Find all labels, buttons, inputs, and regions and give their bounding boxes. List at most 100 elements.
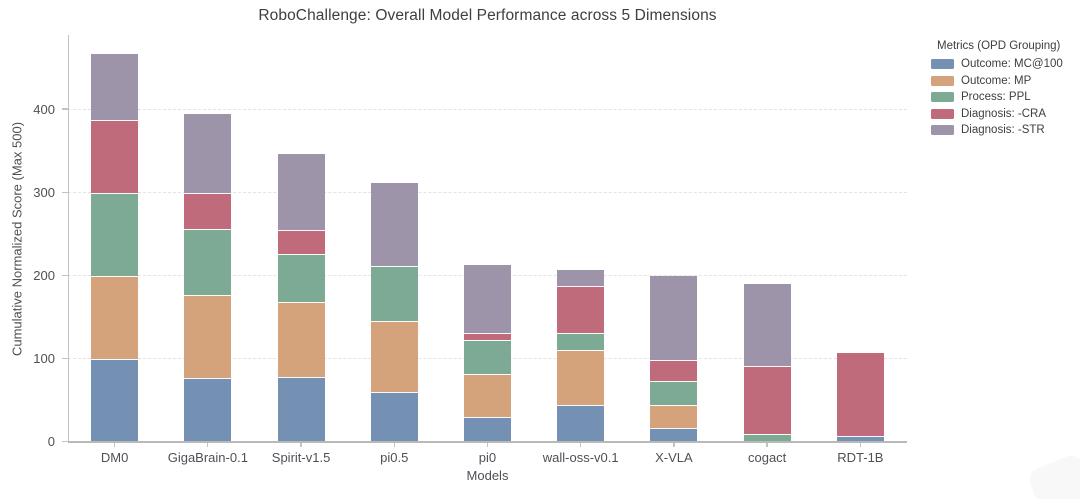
bar-segment	[91, 275, 139, 359]
x-tick-mark	[766, 443, 768, 447]
x-tick-mark	[859, 443, 861, 447]
legend-swatch	[931, 92, 954, 102]
legend-swatch	[931, 125, 954, 135]
x-tick-mark	[580, 443, 582, 447]
bar-segment	[650, 404, 698, 428]
y-tick-mark	[62, 108, 68, 110]
x-tick-mark	[300, 443, 302, 447]
legend-swatch	[931, 59, 954, 69]
x-tick: RDT-1B	[814, 443, 907, 465]
x-tick: pi0	[441, 443, 534, 465]
y-tick-label: 200	[33, 267, 55, 283]
y-axis-ticks: 0 100 200 300 400	[0, 35, 68, 449]
x-tick-mark	[673, 443, 675, 447]
x-tick-mark	[486, 443, 489, 447]
x-tick-mark	[393, 443, 395, 447]
x-tick-label: pi0.5	[380, 450, 409, 465]
bar-RDT-1B	[836, 353, 884, 442]
bar-segment	[184, 295, 232, 379]
bar-segment	[463, 265, 511, 334]
bar-segment	[370, 265, 418, 321]
x-axis-line	[68, 441, 907, 443]
bar-cogact	[743, 284, 791, 442]
bar-slot	[441, 265, 534, 442]
bar-segment	[557, 349, 605, 405]
bar-wall-oss-v0.1	[557, 270, 605, 442]
bar-segment	[650, 380, 698, 405]
legend-item: Diagnosis: -STR	[931, 124, 1063, 136]
legend-label: Process: PPL	[961, 91, 1031, 103]
x-tick-label: Spirit-v1.5	[271, 450, 331, 465]
y-tick-label: 100	[33, 350, 55, 366]
bar-segment	[650, 427, 698, 442]
bar-segment	[836, 353, 884, 437]
x-tick-label: DM0	[100, 450, 129, 465]
bar-segment	[91, 119, 139, 193]
x-tick: Spirit-v1.5	[254, 443, 347, 465]
bar-segment	[277, 377, 325, 442]
legend-item: Diagnosis: -CRA	[931, 108, 1063, 120]
legend-label: Outcome: MP	[961, 74, 1032, 87]
x-tick-label: GigaBrain-0.1	[167, 450, 248, 465]
bar-segment	[650, 275, 698, 360]
bar-X-VLA	[650, 275, 698, 442]
bar-segment	[557, 270, 605, 286]
y-tick-mark	[62, 440, 68, 442]
y-tick-label: 300	[33, 184, 55, 200]
legend-label: Diagnosis: -CRA	[961, 107, 1046, 120]
bar-segment	[557, 333, 605, 350]
bar-Spirit-v1.5	[277, 153, 325, 442]
bar-slot	[348, 182, 441, 442]
legend-label: Diagnosis: -STR	[961, 124, 1045, 136]
legend-swatch	[931, 75, 954, 86]
legend: Metrics (OPD Grouping) Outcome: MC@100 Ou…	[931, 40, 1063, 141]
x-tick-mark	[113, 443, 116, 447]
x-tick: wall-oss-v0.1	[534, 443, 627, 465]
bar-segment	[91, 358, 139, 442]
bar-slot	[627, 275, 720, 442]
legend-item: Outcome: MC@100	[931, 58, 1063, 70]
y-tick-label: 0	[47, 434, 55, 449]
x-tick: DM0	[68, 443, 161, 465]
bar-slot	[721, 284, 814, 442]
bar-segment	[463, 333, 511, 340]
bar-segment	[650, 359, 698, 381]
bar-segment	[370, 320, 418, 393]
bar-segment	[743, 433, 791, 442]
bar-pi0.5	[370, 182, 418, 442]
bar-segment	[184, 229, 232, 295]
chart-title: RoboChallenge: Overall Model Performance…	[258, 7, 717, 24]
bar-DM0	[91, 54, 139, 442]
bar-GigaBrain-0.1	[184, 113, 232, 442]
bar-segment	[370, 392, 418, 442]
bar-pi0	[463, 265, 511, 442]
y-tick-mark	[62, 357, 68, 359]
gridline-400	[68, 108, 907, 110]
x-tick-label: cogact	[747, 450, 787, 465]
x-tick-label: X-VLA	[655, 450, 693, 465]
watermark	[1025, 452, 1080, 499]
bar-segment	[184, 378, 232, 442]
bar-segment	[277, 153, 325, 231]
x-tick: GigaBrain-0.1	[161, 443, 254, 465]
x-axis-label: Models	[466, 468, 509, 483]
legend-item: Process: PPL	[931, 91, 1063, 103]
bar-slot	[534, 270, 627, 442]
bar-slot	[254, 153, 347, 442]
x-tick: cogact	[721, 443, 814, 465]
bar-segment	[743, 284, 791, 367]
y-axis-line	[68, 35, 70, 442]
x-tick: X-VLA	[627, 443, 720, 465]
bar-segment	[277, 254, 325, 303]
bar-segment	[557, 404, 605, 442]
legend-item: Outcome: MP	[931, 75, 1063, 87]
bar-segment	[184, 113, 232, 193]
bar-slot	[68, 54, 161, 442]
y-tick-mark	[62, 274, 68, 276]
bar-segment	[463, 339, 511, 374]
legend-label: Outcome: MC@100	[961, 58, 1063, 70]
legend-swatch	[931, 108, 954, 119]
bar-segment	[463, 373, 511, 418]
bar-slot	[161, 113, 254, 442]
